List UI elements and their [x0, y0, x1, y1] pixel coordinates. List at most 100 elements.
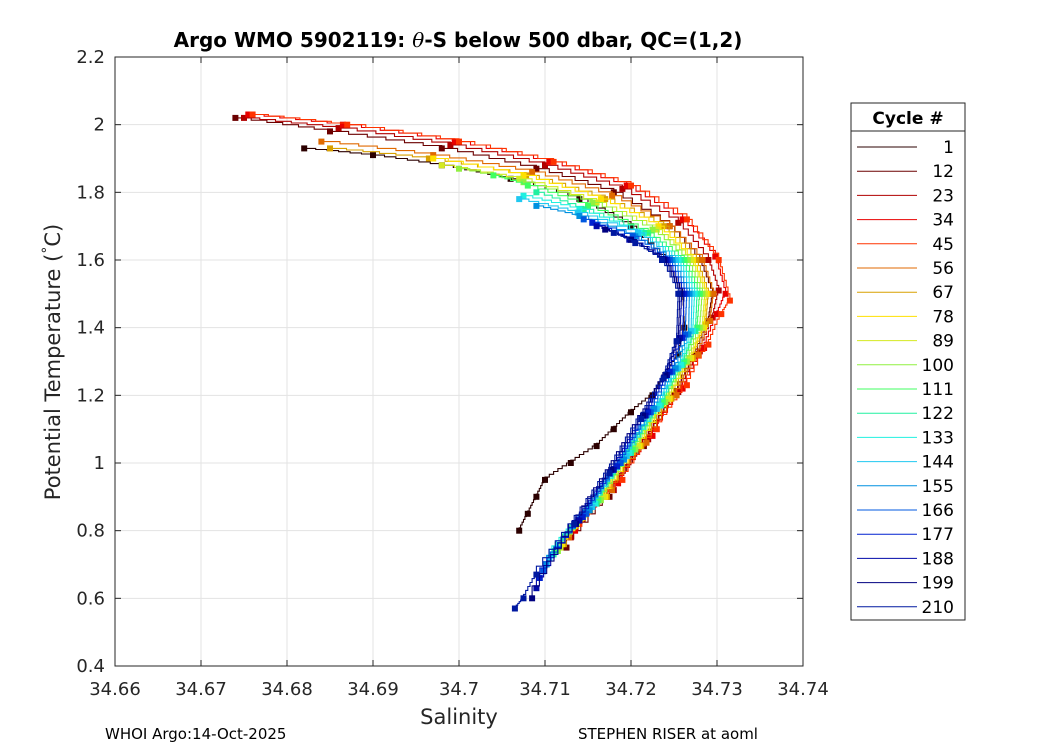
series-point-cycle-23 [335, 125, 342, 132]
series-point-cycle-23 [619, 185, 626, 192]
series-point-cycle-1 [516, 527, 523, 534]
y-axis-label-unit: C) [41, 224, 65, 247]
y-tick-label: 1.4 [76, 318, 105, 339]
series-point-cycle-45 [653, 426, 660, 433]
series-point-cycle-133 [591, 500, 598, 507]
series-point-cycle-34 [679, 216, 686, 223]
series-point-cycle-111 [681, 358, 688, 365]
series-point-cycle-166 [583, 510, 590, 517]
series-point-cycle-199 [602, 226, 609, 233]
x-tick-label: 34.72 [605, 679, 657, 700]
x-tick-label: 34.68 [261, 679, 313, 700]
series-point-cycle-144 [688, 328, 695, 335]
series-point-cycle-34 [451, 138, 458, 145]
series-point-cycle-56 [430, 152, 437, 159]
series-point-cycle-166 [682, 331, 689, 338]
series-point-cycle-111 [552, 548, 559, 554]
legend-label-210: 210 [922, 598, 954, 618]
series-point-cycle-1 [542, 476, 548, 483]
series-point-cycle-155 [586, 507, 593, 514]
chart-title: Argo WMO 5902119: θ-S below 500 dbar, QC… [174, 28, 743, 52]
series-point-cycle-210 [660, 375, 667, 382]
y-tick-label: 1.6 [76, 250, 105, 271]
series-point-cycle-111 [585, 202, 591, 209]
series-point-cycle-177 [645, 409, 652, 416]
legend: Cycle # 1 12 23 34 45 56 67 78 89 100 111 122 133 144… [850, 102, 966, 621]
series-point-cycle-155 [533, 202, 540, 209]
series-point-cycle-199 [662, 372, 669, 378]
series-point-cycle-89 [686, 355, 693, 362]
series-point-cycle-34 [339, 121, 346, 128]
series-point-cycle-12 [327, 128, 333, 135]
x-tick-label: 34.73 [691, 679, 743, 700]
y-axis-label-main: Potential Temperature ( [41, 254, 65, 501]
series-point-cycle-111 [694, 324, 701, 331]
series-point-cycle-34 [245, 111, 252, 118]
y-tick-label: 1.2 [76, 385, 105, 406]
series-point-cycle-56 [710, 290, 717, 297]
series-point-cycle-23 [241, 114, 247, 121]
y-tick-labels: 0.4 0.6 0.8 1 1.2 1.4 1.6 1.8 2 2.2 [76, 47, 105, 677]
series-point-cycle-199 [640, 412, 646, 419]
y-tick-label: 1 [94, 453, 105, 474]
series-point-cycle-188 [593, 223, 600, 230]
series-point-cycle-188 [576, 517, 583, 524]
series-point-cycle-111 [681, 257, 688, 263]
series-point-cycle-34 [712, 253, 719, 260]
series-point-cycle-34 [623, 182, 630, 189]
series-point-cycle-210 [638, 416, 645, 422]
footer-left-text: WHOI Argo:14-Oct-2025 [105, 725, 287, 743]
chart-title-prefix: Argo WMO 5902119: [174, 28, 413, 52]
series-point-cycle-166 [617, 460, 624, 466]
series-point-cycle-78 [597, 196, 604, 203]
series-point-cycle-34 [714, 311, 720, 318]
series-point-cycle-1 [370, 152, 376, 159]
series-point-cycle-155 [685, 331, 692, 338]
series-point-cycle-210 [520, 595, 527, 602]
series-point-cycle-56 [643, 439, 650, 446]
series-point-cycle-155 [621, 456, 628, 463]
series-point-cycle-111 [629, 446, 636, 453]
chart-title-theta: θ [412, 28, 424, 52]
series-point-cycle-177 [589, 219, 596, 226]
legend-label-67: 67 [932, 283, 954, 303]
series-point-cycle-34 [701, 345, 708, 351]
series-point-cycle-23 [675, 219, 682, 226]
series-point-cycle-1 [610, 426, 617, 433]
y-tick-label: 1.8 [76, 182, 105, 203]
series-line-cycle-23 [244, 117, 720, 538]
legend-label-111: 111 [922, 380, 954, 400]
legend-label-34: 34 [932, 211, 954, 231]
series-point-cycle-199 [608, 466, 615, 473]
series-point-cycle-210 [606, 470, 613, 477]
series-point-cycle-23 [696, 348, 703, 355]
legend-label-100: 100 [922, 356, 954, 376]
series-point-cycle-34 [615, 480, 622, 487]
series-point-cycle-34 [679, 385, 686, 392]
y-tick-label: 0.4 [76, 656, 105, 677]
series-point-cycle-166 [629, 233, 636, 240]
series-point-cycle-23 [715, 287, 722, 294]
y-tick-label: 0.8 [76, 521, 105, 542]
series-point-cycle-56 [609, 192, 616, 199]
series-point-cycle-177 [579, 514, 586, 521]
legend-label-133: 133 [922, 428, 954, 448]
series-point-cycle-100 [684, 257, 691, 263]
series-point-cycle-34 [649, 432, 656, 439]
series-point-cycle-1 [301, 145, 308, 152]
legend-label-155: 155 [922, 477, 954, 497]
series-point-cycle-210 [511, 605, 518, 612]
series-point-cycle-45 [550, 158, 557, 165]
series-point-cycle-56 [707, 317, 714, 324]
series-point-cycle-210 [610, 229, 617, 236]
legend-label-12: 12 [932, 162, 954, 182]
series-point-cycle-56 [566, 534, 573, 541]
series-point-cycle-78 [655, 223, 662, 230]
series-point-cycle-45 [619, 476, 626, 483]
series-point-cycle-45 [456, 138, 462, 145]
series-point-cycle-89 [665, 395, 671, 402]
series-point-cycle-23 [542, 162, 548, 169]
series-point-cycle-100 [456, 165, 462, 172]
series-point-cycle-67 [425, 155, 432, 162]
